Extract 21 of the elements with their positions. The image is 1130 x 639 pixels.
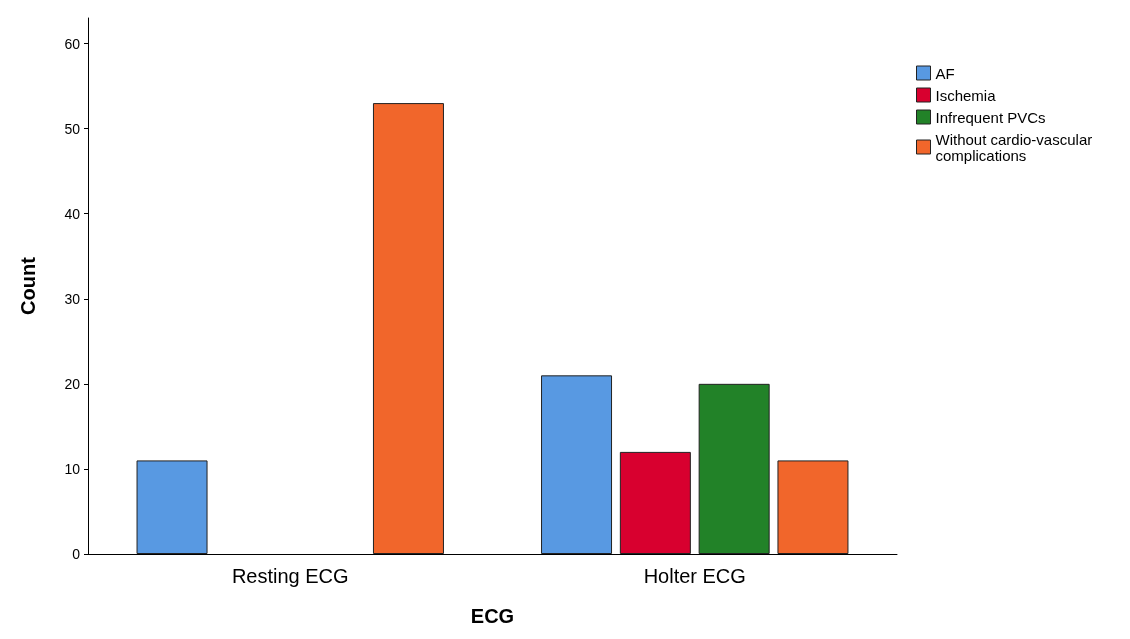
legend-label: Without cardio-vascular complications [935,130,1097,164]
y-tick-label: 60 [64,35,81,52]
x-tick-label: Holter ECG [643,565,746,587]
y-tick-label: 0 [72,546,81,562]
bar [372,103,444,554]
x-tick-label: Resting ECG [231,565,349,587]
y-tick-label: 50 [64,120,81,137]
bar [777,460,849,554]
bar [619,451,691,554]
y-axis-title: Count [17,256,39,315]
bar [136,460,208,554]
legend-label: AF [935,64,955,82]
bar [698,383,770,554]
y-tick-label: 30 [64,290,81,307]
y-tick-label: 40 [64,205,81,222]
y-tick-label: 10 [64,460,81,477]
legend-label: Ischemia [935,86,997,104]
legend-label: Infrequent PVCs [935,108,1046,126]
bar [541,375,613,554]
y-tick-label: 20 [64,375,81,392]
x-axis-title: ECG [470,605,515,627]
